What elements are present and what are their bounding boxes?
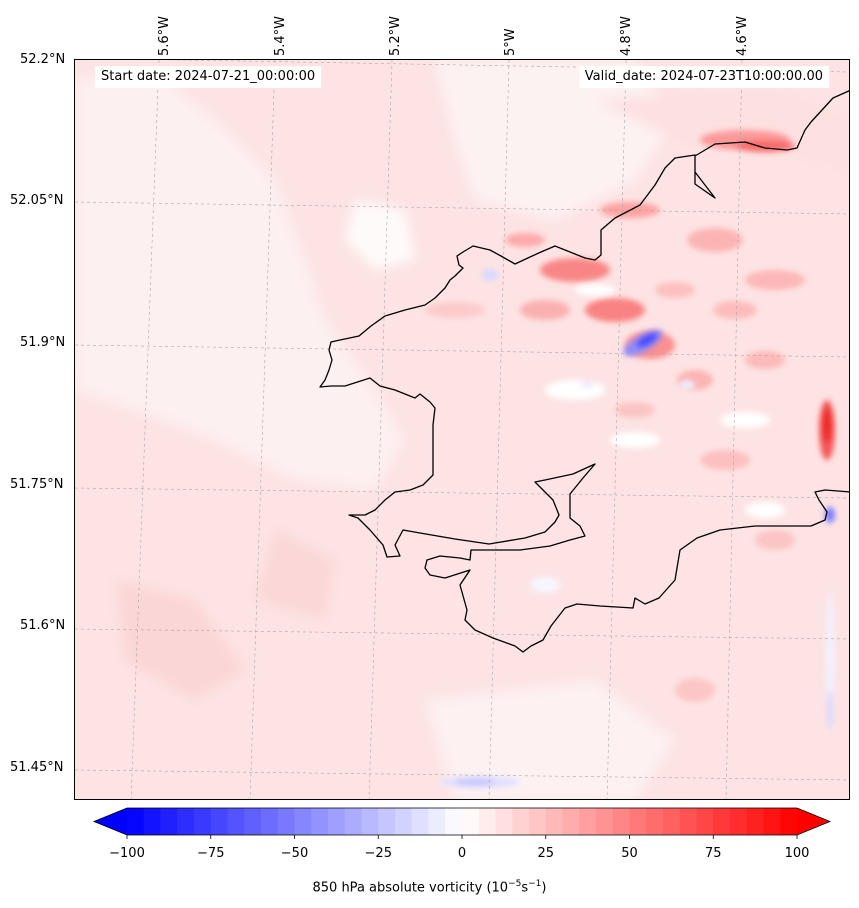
lat-tick-label: 52.2°N xyxy=(20,52,66,67)
colorbar-cell xyxy=(730,808,748,835)
colorbar-cell xyxy=(277,808,296,835)
colorbar-cell xyxy=(160,808,178,835)
coastline xyxy=(319,90,849,653)
colorbar-cell xyxy=(629,808,647,835)
colorbar-cell xyxy=(378,808,396,835)
colorbar-cell xyxy=(529,808,547,835)
colorbar-cell xyxy=(311,808,329,835)
lat-tick-label: 51.9°N xyxy=(20,335,66,350)
colorbar-tick-label: −100 xyxy=(109,846,145,861)
colorbar-cell xyxy=(746,808,765,835)
colorbar-tick-label: −75 xyxy=(197,846,225,861)
colorbar-tick-label: 50 xyxy=(621,846,638,861)
colorbar-cell xyxy=(127,808,145,835)
colorbar-cell xyxy=(361,808,379,835)
colorbar-cell xyxy=(679,808,698,835)
vorticity-field xyxy=(75,60,849,799)
colorbar-cell xyxy=(562,808,580,835)
colorbar-cell xyxy=(177,808,195,835)
colorbar-cell xyxy=(612,808,631,835)
colorbar-tick-label: 0 xyxy=(457,846,467,861)
lat-tick-label: 51.6°N xyxy=(20,618,66,633)
colorbar-cell xyxy=(143,808,162,835)
colorbar-cell xyxy=(596,808,614,835)
colorbar-cell xyxy=(227,808,245,835)
colorbar-cell xyxy=(646,808,664,835)
colorbar-cell xyxy=(395,808,413,835)
lat-tick-label: 51.45°N xyxy=(10,760,64,775)
colorbar-tick-label: 75 xyxy=(704,846,722,861)
colorbar-cell xyxy=(763,808,781,835)
colorbar-cell xyxy=(261,808,279,835)
colorbar-cell xyxy=(495,808,513,835)
colorbar-cell xyxy=(478,808,497,835)
colorbar-ticks xyxy=(126,835,798,839)
colorbar-cell xyxy=(696,808,714,835)
lat-tick-label: 51.75°N xyxy=(10,477,64,492)
colorbar-title: 850 hPa absolute vorticity (10−5s−1) xyxy=(312,879,547,896)
colorbar-cell xyxy=(244,808,262,835)
lat-tick-label: 52.05°N xyxy=(10,193,64,208)
colorbar-cell xyxy=(780,808,798,835)
colorbar-cell xyxy=(713,808,731,835)
colorbar-cell xyxy=(545,808,564,835)
colorbar-cell xyxy=(663,808,681,835)
colorbar-extend-high xyxy=(797,808,830,835)
colorbar-cell xyxy=(428,808,446,835)
colorbar-tick-label: −25 xyxy=(364,846,392,861)
colorbar-cell xyxy=(579,808,597,835)
start-date-label: Start date: 2024-07-21_00:00:00 xyxy=(95,66,322,88)
map-panel xyxy=(74,59,850,800)
colorbar-tick-label: 25 xyxy=(537,846,555,861)
colorbar-extend-low xyxy=(94,808,127,835)
colorbar-cell xyxy=(512,808,530,835)
colorbar-tick-label: −50 xyxy=(280,846,309,861)
valid-date-label: Valid_date: 2024-07-23T10:00:00.00 xyxy=(578,66,829,88)
colorbar-cell xyxy=(294,808,312,835)
field-light-areas xyxy=(75,60,849,799)
colorbar-cells xyxy=(127,808,798,835)
colorbar-cell xyxy=(194,808,212,835)
field-negative-vorticity xyxy=(440,269,835,788)
colorbar-cell xyxy=(328,808,346,835)
colorbar-tick-label: 100 xyxy=(784,846,810,861)
colorbar-cell xyxy=(445,808,463,835)
colorbar-cell xyxy=(411,808,430,835)
colorbar-cell xyxy=(462,808,480,835)
colorbar-cell xyxy=(344,808,363,835)
colorbar-cell xyxy=(210,808,229,835)
